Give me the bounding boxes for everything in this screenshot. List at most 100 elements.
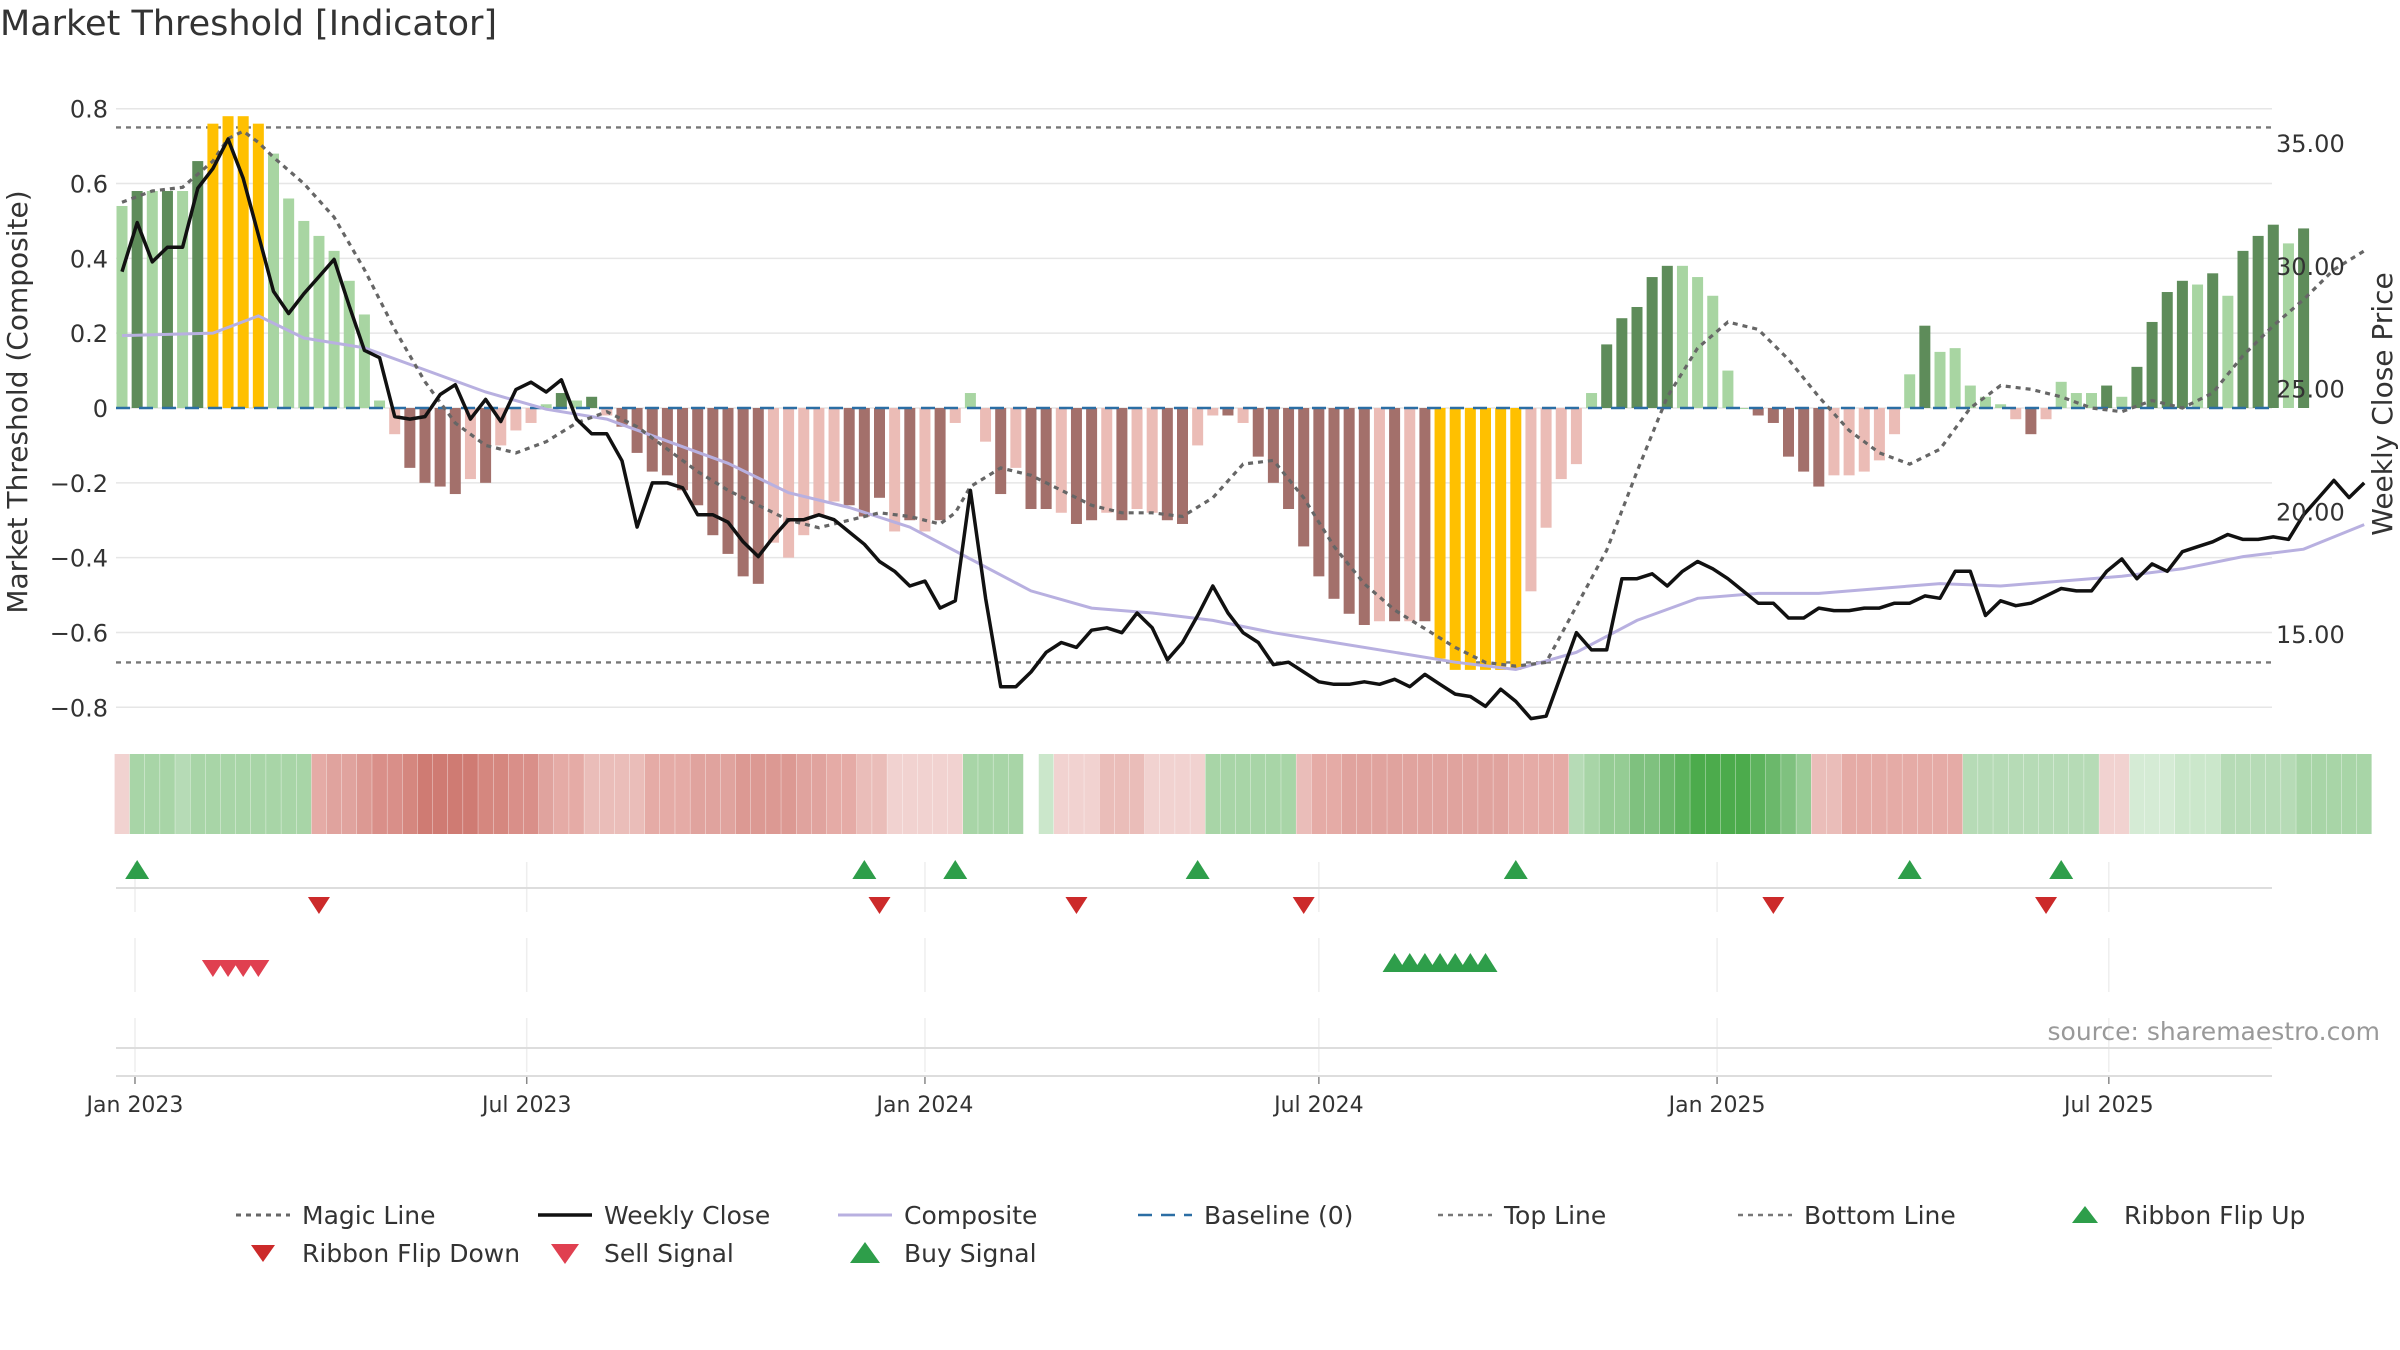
y-axis-label: Market Threshold (Composite) (1, 190, 34, 613)
ribbon-cell (1962, 754, 1978, 834)
ribbon-cell (2235, 754, 2251, 834)
composite-bar (419, 408, 431, 483)
legend-symbol (551, 1244, 579, 1264)
ribbon-cell (1341, 754, 1357, 834)
ribbon-cell (1296, 754, 1312, 834)
composite-bar (1798, 408, 1810, 472)
composite-bar (1480, 408, 1491, 670)
composite-bar (1767, 408, 1779, 423)
ribbon-cell (1432, 754, 1448, 834)
composite-bar (1616, 318, 1628, 408)
composite-bar (904, 408, 916, 521)
composite-bar (161, 191, 173, 408)
composite-bar (449, 408, 461, 495)
sell-signal-marker (201, 960, 224, 977)
composite-bar (2025, 408, 2037, 435)
ribbon-cell (1220, 754, 1236, 834)
ribbon-cell (841, 754, 857, 834)
ribbon-cell (811, 754, 827, 834)
legend-symbol (236, 1213, 290, 1217)
composite-bar (1040, 408, 1052, 510)
ribbon-cell (1447, 754, 1463, 834)
ribbon-cell (690, 754, 706, 834)
ribbon-cell (1705, 754, 1721, 834)
ribbon-cell (1205, 754, 1221, 834)
ribbon-cell (720, 754, 736, 834)
composite-bar (1586, 393, 1598, 408)
composite-bar (2055, 381, 2067, 408)
ribbon-cell (1190, 754, 1206, 834)
legend-symbol (838, 1213, 892, 1217)
legend-symbol (538, 1213, 592, 1217)
composite-bar (1237, 408, 1249, 423)
ribbon-cell (1947, 754, 1963, 834)
composite-bar (1949, 348, 1961, 408)
y2-axis-label: Weekly Close Price (2366, 272, 2399, 535)
ribbon-cell (1856, 754, 1872, 834)
buy-signal-marker (1443, 953, 1468, 972)
composite-bar (1328, 408, 1340, 599)
sell-signal-marker (217, 960, 240, 977)
legend-label: Top Line (1504, 1200, 1607, 1230)
ribbon-cell (1114, 754, 1130, 834)
composite-bar (1676, 265, 1688, 408)
composite-bar (1510, 408, 1522, 670)
composite-bar (980, 408, 992, 442)
x-tick-label: Jul 2024 (1272, 1093, 1364, 1118)
legend-label: Sell Signal (604, 1238, 734, 1268)
legend-item-composite: Composite (834, 1195, 1037, 1235)
ribbon-cell (1781, 754, 1796, 834)
composite-bar (1116, 408, 1128, 521)
x-tick-label: Jan 2025 (1667, 1093, 1766, 1118)
y2-tick-label: 25.00 (2276, 376, 2345, 404)
ribbon-cell (856, 754, 872, 834)
ribbon-cell (296, 754, 312, 834)
composite-bar (555, 393, 567, 408)
composite-bar (874, 408, 885, 498)
ribbon-cell (1553, 754, 1569, 834)
ribbon-cell (932, 754, 948, 834)
ribbon-cell (675, 754, 690, 834)
ribbon-cell (2129, 754, 2145, 834)
ribbon-cell (766, 754, 781, 834)
composite-bar (767, 408, 779, 543)
composite-bar (1086, 408, 1098, 521)
ribbon-cell (175, 754, 190, 834)
ribbon-cell (1508, 754, 1524, 834)
source-label: source: sharemaestro.com (2048, 1017, 2381, 1046)
composite-bar (480, 408, 492, 483)
composite-bar (1752, 408, 1764, 416)
composite-bar (1540, 408, 1552, 528)
legend-item-magic-line: Magic Line (232, 1195, 436, 1235)
composite-bar (1964, 385, 1976, 408)
ribbon-cell (1614, 754, 1630, 834)
ribbon-cell (2265, 754, 2281, 834)
composite-bar (268, 153, 279, 408)
ribbon-flip-down-marker (1762, 897, 1785, 914)
composite-bar (116, 205, 128, 408)
composite-bar (2237, 250, 2249, 408)
composite-bar (1813, 408, 1825, 487)
y-tick-label: 0 (93, 395, 108, 423)
buy-signal-marker (1412, 953, 1437, 972)
y-tick-label: −0.6 (50, 619, 108, 647)
composite-bar (298, 220, 310, 408)
composite-bar (1601, 344, 1613, 408)
chart-title: Market Threshold [Indicator] (0, 4, 498, 44)
legend-symbol (2072, 1206, 2098, 1223)
composite-bar (2192, 284, 2204, 408)
composite-bar (313, 235, 325, 408)
composite-bar (1919, 325, 1931, 408)
legend: Magic Line Weekly Close Composite Baseline … (0, 1195, 2400, 1285)
legend-label: Composite (904, 1200, 1038, 1230)
composite-bar (843, 408, 855, 506)
ribbon-cell (2326, 754, 2342, 834)
composite-bar (2040, 408, 2052, 420)
ribbon-cell (2038, 754, 2054, 834)
ribbon-cell (1932, 754, 1948, 834)
composite-bar (571, 400, 582, 408)
ribbon-cell (1796, 754, 1812, 834)
ribbon-cell (1266, 754, 1281, 834)
composite-bar (1192, 408, 1204, 446)
ribbon-cell (1326, 754, 1342, 834)
